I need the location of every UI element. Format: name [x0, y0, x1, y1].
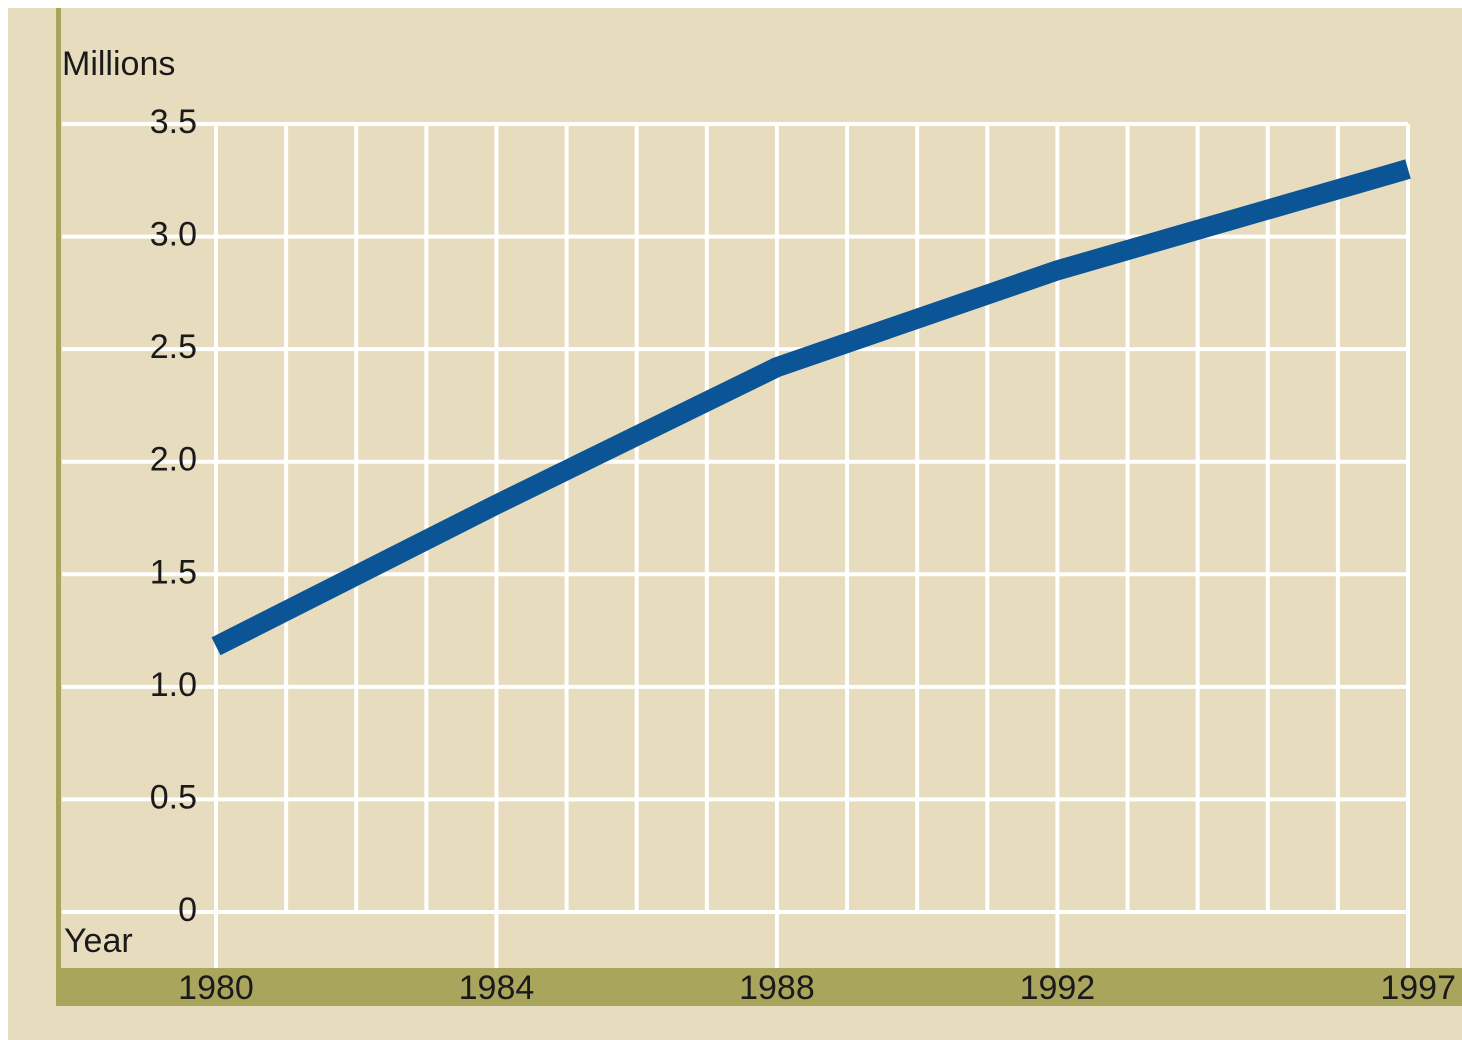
y-tick-label: 2.0 [150, 441, 197, 479]
y-tick-label: 0.5 [150, 778, 197, 816]
x-tick-label: 1984 [459, 969, 535, 1007]
y-axis-label: Millions [62, 45, 175, 83]
x-tick-label: 1992 [1020, 969, 1096, 1007]
y-axis-line [56, 8, 61, 1006]
x-axis-band [56, 968, 1462, 1006]
x-tick-label: 1988 [739, 969, 815, 1007]
x-tick-label: 1997 [1380, 969, 1456, 1007]
x-tick-label: 1980 [178, 969, 254, 1007]
y-tick-label: 0 [178, 891, 197, 929]
background [8, 8, 1462, 1040]
y-tick-label: 1.5 [150, 553, 197, 591]
y-tick-label: 2.5 [150, 328, 197, 366]
y-tick-label: 3.5 [150, 103, 197, 141]
data-line [211, 159, 1411, 656]
x-axis-label: Year [64, 922, 133, 960]
y-tick-label: 3.0 [150, 216, 197, 254]
y-tick-label: 1.0 [150, 666, 197, 704]
